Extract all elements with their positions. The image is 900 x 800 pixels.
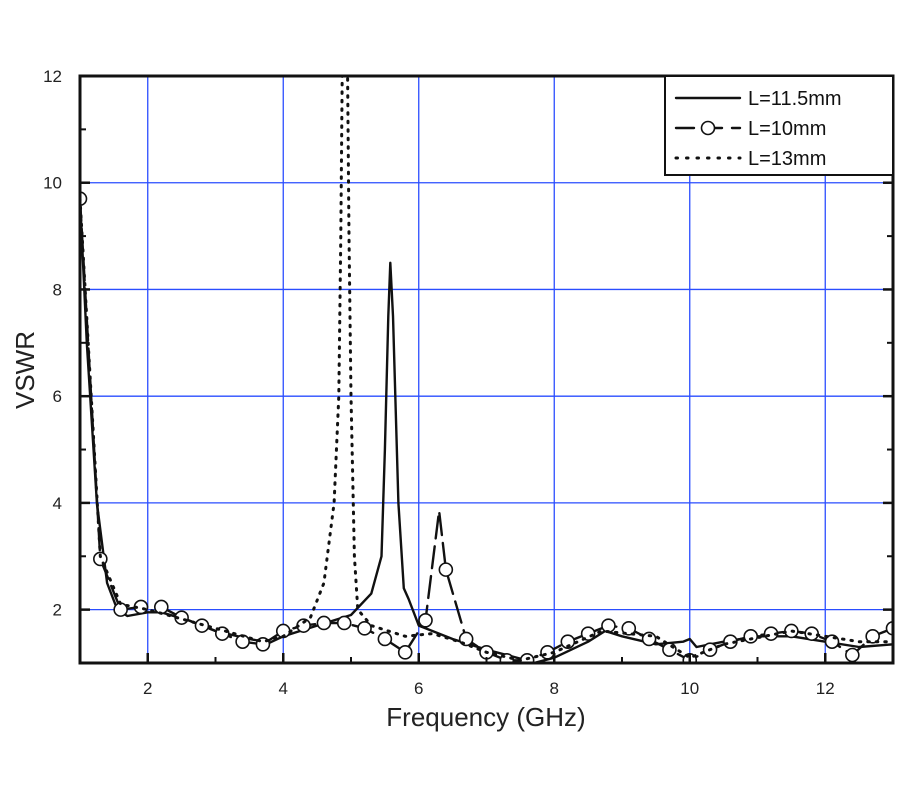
- series-marker: [316, 615, 332, 631]
- series-marker: [80, 191, 88, 207]
- series-marker: [743, 629, 759, 644]
- series-marker: [336, 615, 352, 631]
- legend: L=11.5mm L=10mm L=13mm: [664, 75, 894, 176]
- x-tick-label: 8: [550, 679, 559, 698]
- series-line-0: [80, 197, 893, 663]
- legend-label-0: L=11.5mm: [748, 88, 842, 110]
- series-marker: [357, 621, 372, 636]
- series-marker: [641, 631, 657, 647]
- y-tick-label: 6: [53, 387, 62, 406]
- x-tick-label: 10: [680, 679, 699, 698]
- series-marker: [662, 642, 677, 657]
- series-marker: [418, 613, 433, 628]
- x-axis-label: Frequency (GHz): [386, 702, 585, 732]
- series-marker: [377, 631, 393, 647]
- series-marker: [397, 645, 413, 660]
- y-tick-label: 8: [53, 280, 62, 299]
- legend-label-2: L=13mm: [748, 148, 826, 170]
- series-line-2: [80, 76, 893, 662]
- x-tick-label: 12: [816, 679, 835, 698]
- y-tick-label: 12: [43, 67, 62, 86]
- series-marker: [621, 621, 637, 636]
- series-marker: [865, 629, 880, 644]
- series-marker: [519, 653, 535, 663]
- series-layer: [80, 76, 893, 663]
- series-marker: [438, 562, 454, 577]
- legend-marker: [700, 120, 716, 136]
- x-tick-label: 4: [279, 679, 288, 698]
- series-line-1: [80, 197, 893, 662]
- series-marker: [560, 634, 576, 649]
- legend-label-1: L=10mm: [748, 118, 826, 140]
- series-marker: [845, 647, 860, 663]
- y-tick-label: 2: [53, 601, 62, 620]
- y-axis-label: VSWR: [10, 331, 40, 409]
- series-marker: [113, 602, 128, 617]
- x-tick-label: 6: [414, 679, 423, 698]
- y-tick-label: 4: [53, 494, 62, 513]
- series-marker: [154, 599, 169, 615]
- x-tick-label: 2: [143, 679, 152, 698]
- series-marker: [885, 621, 893, 636]
- y-tick-label: 10: [43, 174, 62, 193]
